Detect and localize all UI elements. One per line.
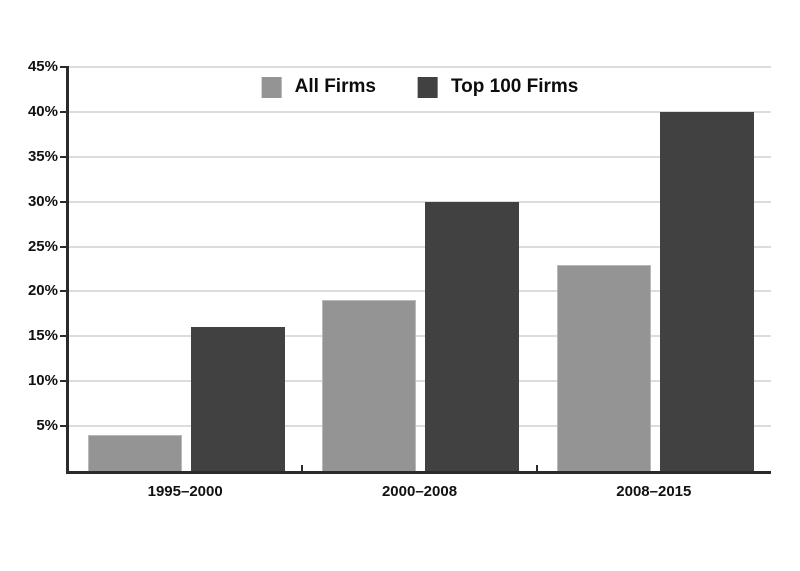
y-tick-label-15: 15%: [27, 327, 58, 345]
bar-top-100-firms-3: [659, 111, 754, 471]
y-axis-spine: [66, 66, 69, 474]
gridline-25: [68, 245, 771, 248]
gridline-5: [68, 425, 771, 428]
y-tick-label-30: 30%: [27, 192, 58, 210]
y-tick-label-45: 45%: [27, 58, 58, 75]
bar-all-firms-2: [322, 300, 417, 471]
y-tick-label-5: 5%: [36, 417, 58, 435]
gridline-30: [68, 200, 771, 203]
plot-area: [68, 66, 771, 471]
legend-swatch-all-firms: [261, 76, 282, 98]
y-tick-40: [60, 110, 67, 113]
y-tick-20: [60, 290, 67, 293]
bar-top-100-firms-1: [191, 327, 285, 471]
legend-swatch-top-100-firms: [417, 76, 438, 98]
legend-label-all-firms: All Firms: [294, 76, 376, 97]
gridline-45: [68, 66, 771, 68]
gridline-35: [68, 155, 771, 158]
legend-item-all-firms: All Firms: [261, 76, 376, 98]
y-tick-10: [60, 380, 67, 383]
legend-item-top-100-firms: Top 100 Firms: [417, 76, 579, 98]
x-boundary-tick-2: [535, 465, 538, 471]
y-tick-35: [60, 155, 67, 158]
y-tick-15: [60, 335, 67, 338]
y-tick-30: [60, 200, 67, 203]
x-tick-label-2: 2000–2008: [381, 483, 458, 500]
gridline-10: [68, 380, 771, 383]
x-tick-label-3: 2008–2015: [616, 483, 692, 500]
y-tick-label-10: 10%: [27, 372, 58, 390]
x-axis-spine: [66, 471, 771, 474]
y-tick-5: [60, 425, 67, 428]
y-tick-25: [60, 245, 67, 248]
legend: All Firms Top 100 Firms: [261, 76, 579, 98]
bar-all-firms-3: [556, 264, 651, 471]
y-tick-label-35: 35%: [27, 147, 58, 165]
y-tick-label-40: 40%: [27, 102, 58, 120]
gridline-40: [68, 110, 771, 113]
y-tick-label-25: 25%: [27, 237, 58, 255]
x-tick-label-1: 1995–2000: [147, 483, 223, 500]
gridline-20: [68, 290, 771, 293]
y-tick-45: [60, 66, 67, 68]
bar-all-firms-1: [88, 435, 182, 471]
x-boundary-tick-1: [301, 465, 304, 471]
gridline-15: [68, 335, 771, 338]
legend-label-top-100-firms: Top 100 Firms: [450, 76, 579, 97]
y-tick-label-20: 20%: [27, 282, 58, 300]
bar-top-100-firms-2: [425, 201, 520, 471]
